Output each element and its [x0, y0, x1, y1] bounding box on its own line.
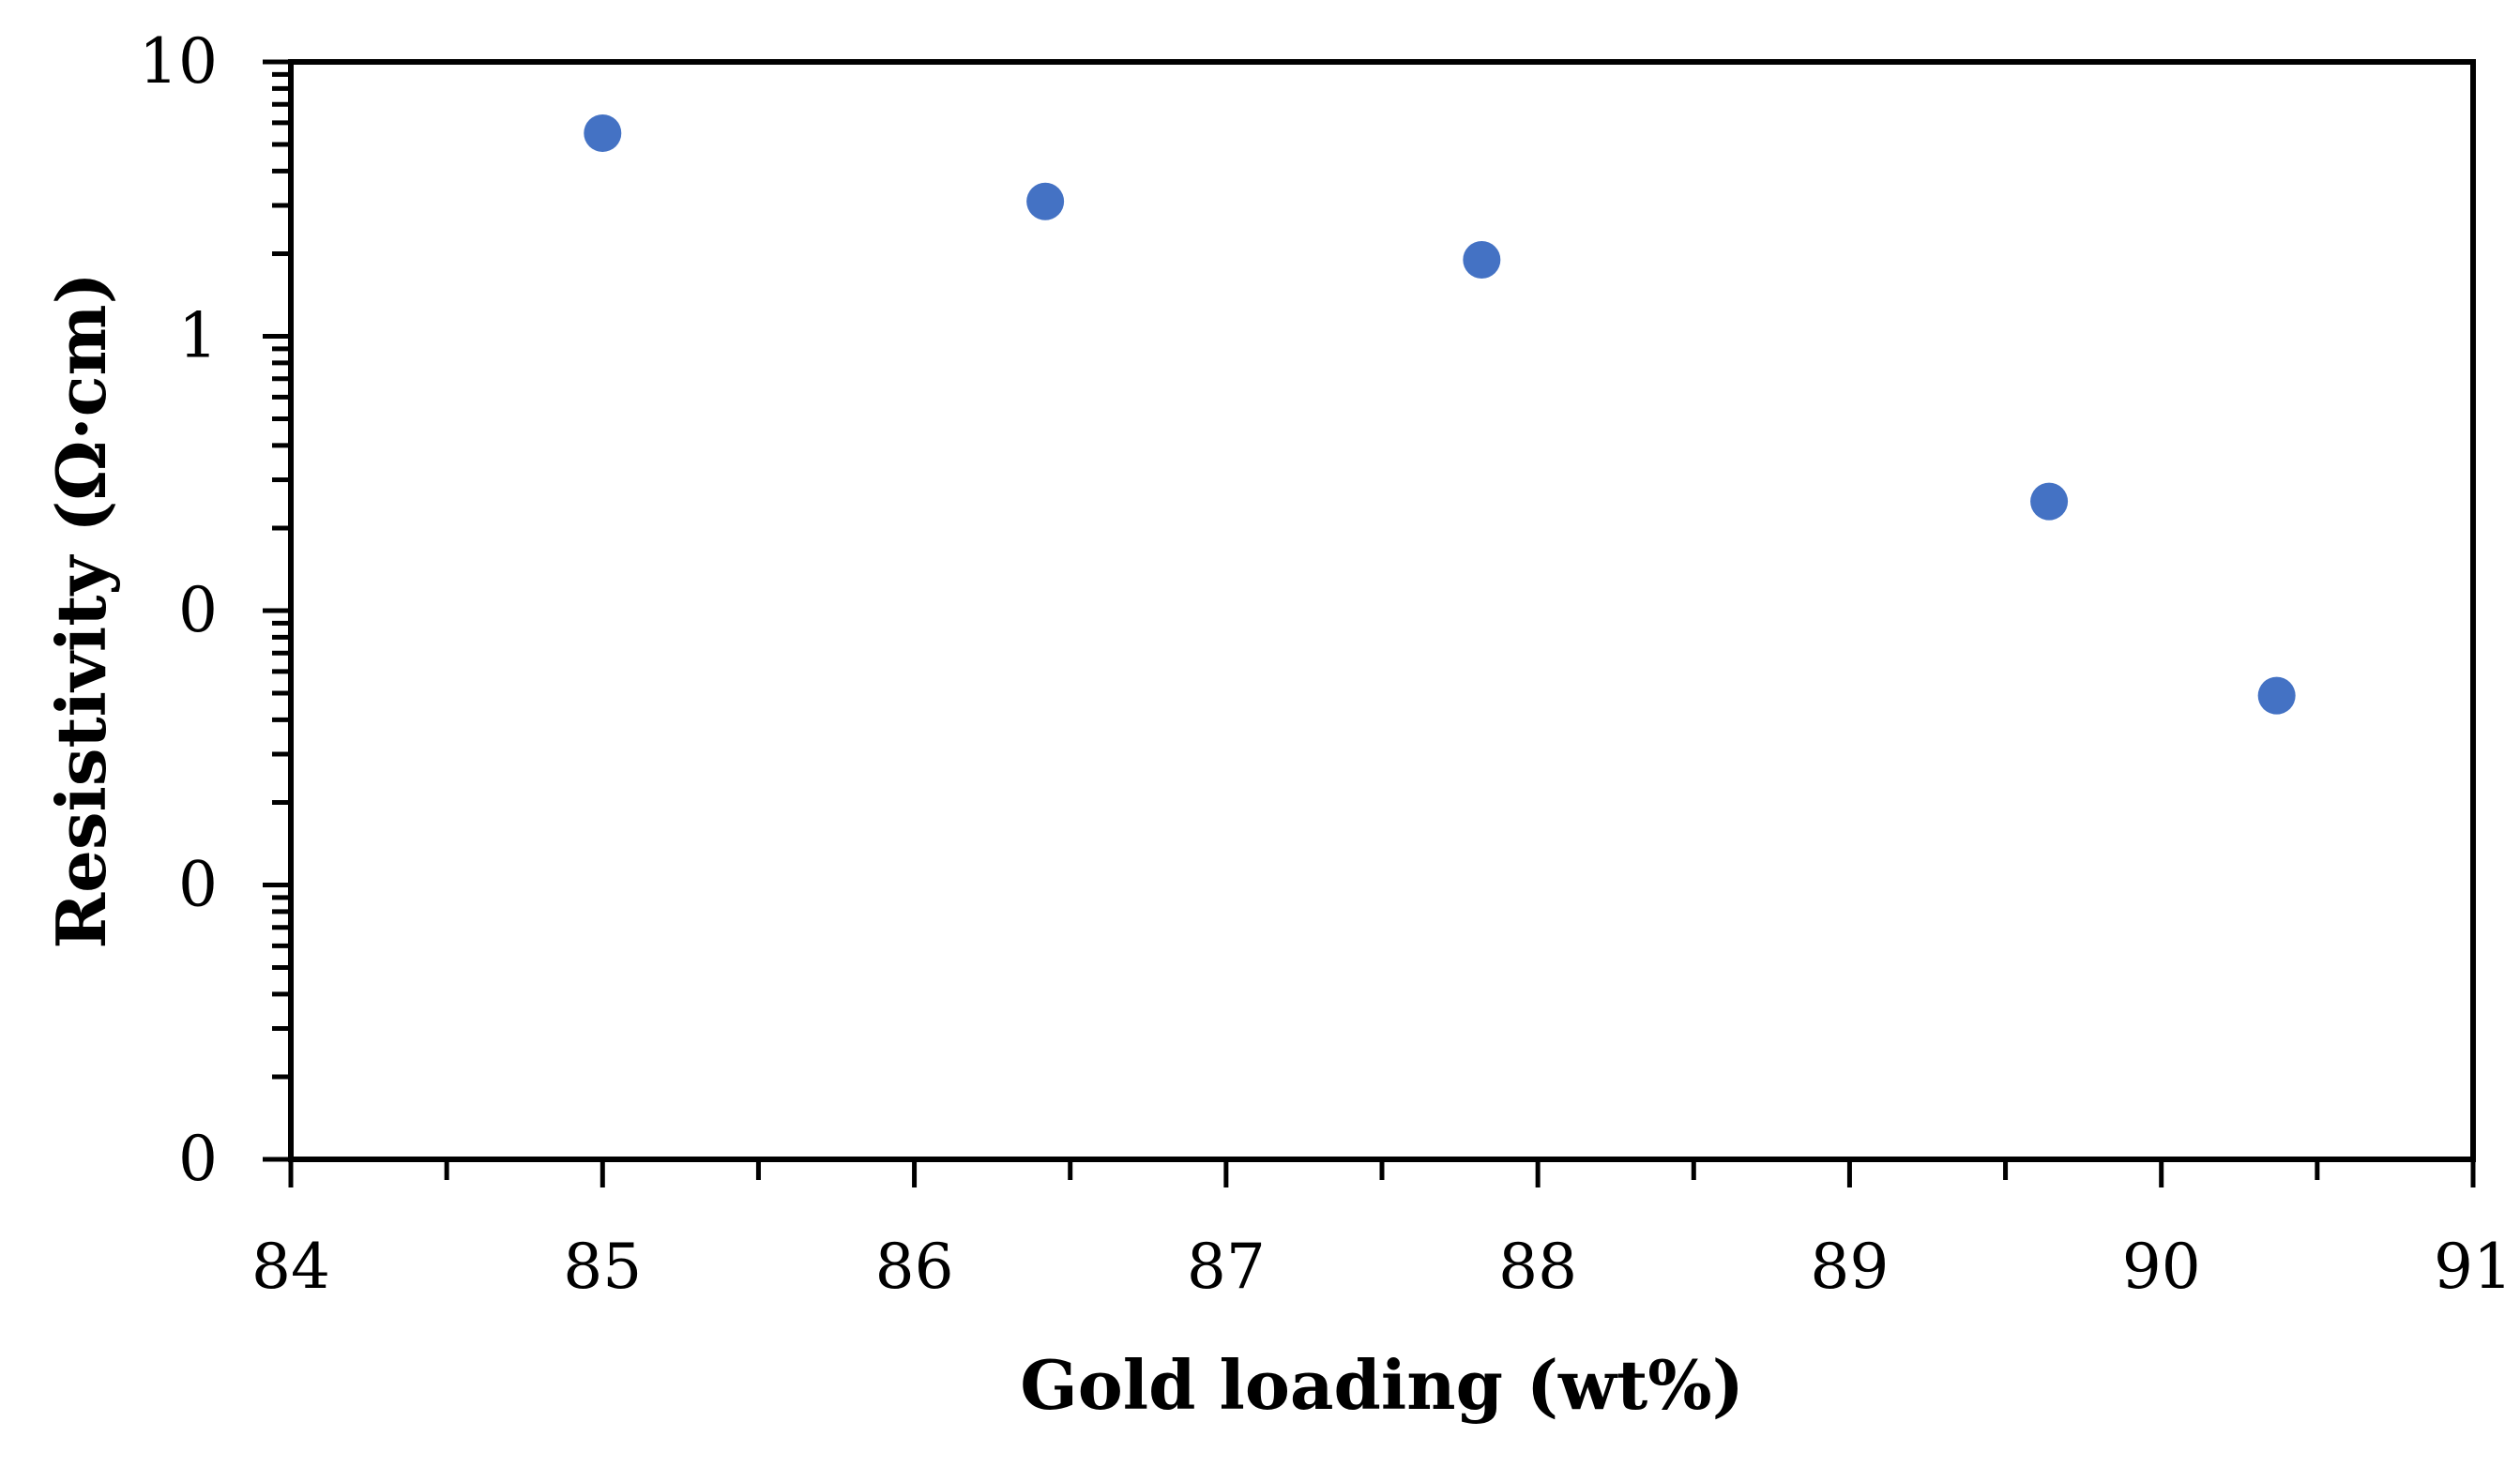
- x-tick-label: 88: [1498, 1231, 1577, 1303]
- data-point: [2030, 482, 2069, 521]
- x-tick-label: 91: [2434, 1231, 2512, 1303]
- tick-marks: [263, 59, 2476, 1187]
- data-point: [584, 113, 622, 152]
- x-tick-label: 86: [875, 1231, 954, 1303]
- y-tick-label: 0: [178, 1123, 218, 1195]
- y-tick-label: 0: [178, 849, 218, 921]
- plot-area-frame: [288, 59, 2476, 1162]
- data-point: [2257, 676, 2296, 715]
- x-tick-label: 87: [1187, 1231, 1266, 1303]
- data-points: [584, 113, 2296, 715]
- x-axis-title: Gold loading (wt%): [1020, 1345, 1744, 1425]
- y-tick-label: 1: [178, 300, 218, 372]
- x-tick-label: 90: [2122, 1231, 2201, 1303]
- x-tick-label: 85: [563, 1231, 642, 1303]
- x-axis-tick-labels: 84 85 86 87 88 89 90 91: [251, 1231, 2512, 1303]
- x-tick-label: 84: [251, 1231, 330, 1303]
- y-axis-title: Resistivity (Ω·cm): [41, 272, 121, 948]
- y-axis-tick-labels: 0 0 0 1 10: [139, 25, 218, 1195]
- x-tick-label: 89: [1810, 1231, 1889, 1303]
- y-tick-label: 10: [139, 25, 218, 98]
- data-point: [1463, 240, 1501, 279]
- data-point: [1026, 182, 1065, 220]
- y-tick-label: 0: [178, 574, 218, 646]
